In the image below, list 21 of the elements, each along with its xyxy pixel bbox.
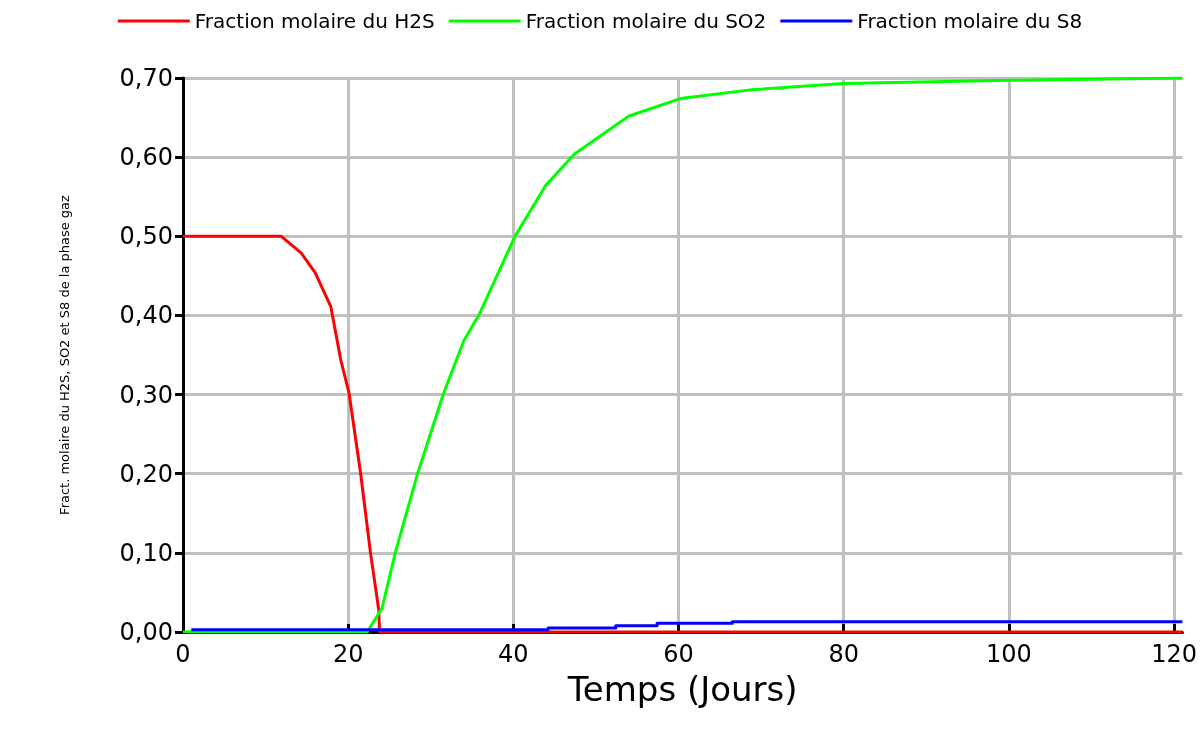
y-tick-label: 0,70 (119, 64, 173, 92)
y-tick-label: 0,60 (119, 143, 173, 172)
y-axis-title: Fract. molaire du H2S, SO2 et S8 de la phase gaz (57, 194, 72, 515)
x-tick-label: 40 (498, 640, 529, 668)
y-tick-label: 0,20 (119, 459, 173, 488)
x-tick-label: 80 (828, 640, 859, 668)
legend-label: Fraction molaire du S8 (857, 9, 1083, 33)
x-tick-label: 60 (663, 640, 694, 668)
y-tick-label: 0,50 (119, 222, 173, 251)
y-tick-label: 0,00 (119, 618, 173, 646)
x-tick-label: 100 (986, 640, 1032, 668)
line-series (189, 620, 1184, 632)
legend-label: Fraction molaire du SO2 (525, 9, 767, 33)
y-tick-label: 0,30 (119, 380, 173, 409)
legend-label: Fraction molaire du H2S (194, 9, 435, 33)
x-tick-label: 120 (1151, 640, 1197, 668)
y-tick-label: 0,40 (119, 301, 173, 330)
x-tick-label: 20 (332, 640, 364, 668)
y-tick-label: 0,10 (119, 538, 173, 567)
x-tick-label: 0 (175, 640, 191, 668)
x-axis-title: Temps (Jours) (566, 669, 798, 709)
